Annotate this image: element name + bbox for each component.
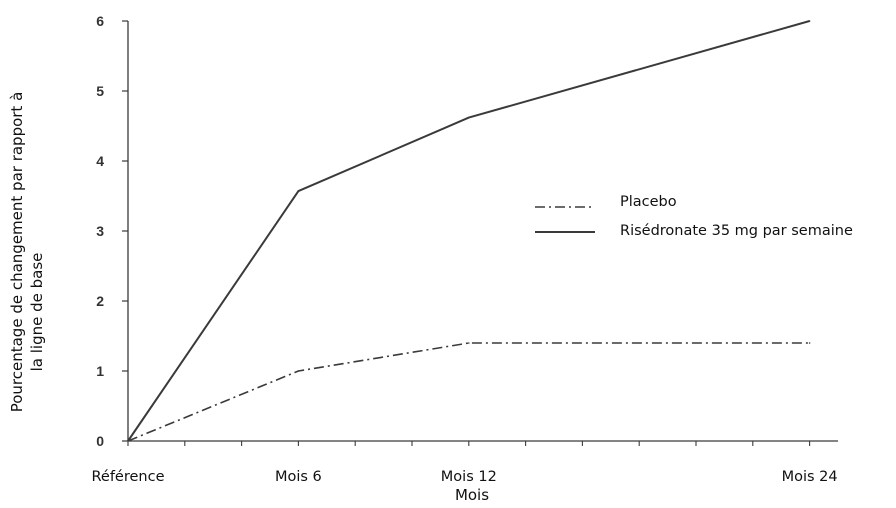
y-tick-label: 6 bbox=[96, 13, 104, 29]
y-tick-label: 1 bbox=[96, 363, 104, 379]
y-axis-title: Pourcentage de changement par rapport à … bbox=[8, 92, 46, 413]
y-tick-label: 4 bbox=[96, 153, 104, 169]
y-axis-title-line-1: Pourcentage de changement par rapport à bbox=[8, 92, 26, 413]
y-tick-label: 5 bbox=[96, 83, 104, 99]
x-tick-label: Référence bbox=[91, 469, 164, 485]
y-tick-labels: 0 1 2 3 4 5 6 bbox=[96, 13, 104, 449]
data-point bbox=[298, 370, 300, 372]
x-tick-label: Mois 6 bbox=[275, 469, 322, 485]
y-tick-label: 0 bbox=[96, 433, 104, 449]
data-point bbox=[298, 190, 300, 192]
y-tick-label: 2 bbox=[96, 293, 104, 309]
data-point bbox=[809, 20, 811, 22]
y-tick-label: 3 bbox=[96, 223, 104, 239]
data-point bbox=[127, 440, 129, 442]
legend-label-risedronate: Risédronate 35 mg par semaine bbox=[620, 223, 853, 239]
x-tick-label: Mois 12 bbox=[441, 469, 497, 485]
series-line-placebo bbox=[128, 343, 810, 441]
x-tick-label: Mois 24 bbox=[782, 469, 838, 485]
x-axis-title: Mois bbox=[455, 486, 489, 504]
data-point bbox=[468, 342, 470, 344]
y-axis-title-line-2: la ligne de base bbox=[28, 253, 46, 372]
x-tick-labels: Référence Mois 6 Mois 12 Mois 24 bbox=[91, 469, 837, 485]
legend: Placebo Risédronate 35 mg par semaine bbox=[535, 194, 853, 239]
data-point bbox=[809, 342, 811, 344]
legend-label-placebo: Placebo bbox=[620, 194, 677, 210]
data-point bbox=[468, 117, 470, 119]
